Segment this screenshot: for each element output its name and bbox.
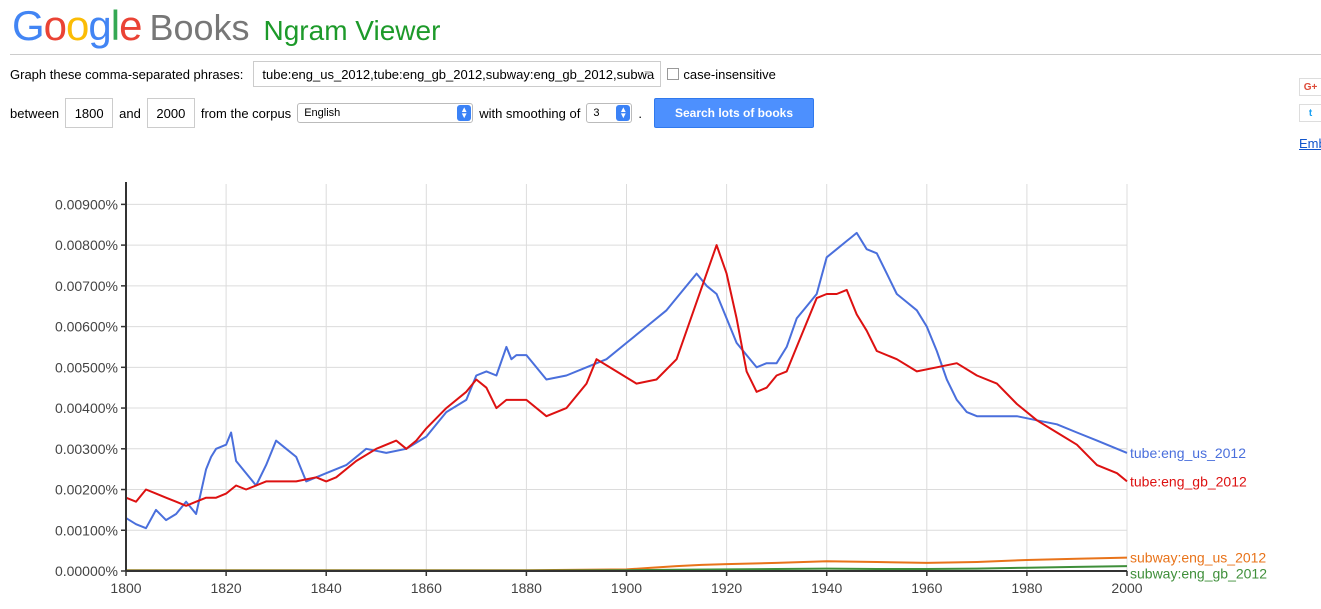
smoothing-label: with smoothing of <box>479 105 581 121</box>
x-tick-label: 1820 <box>211 580 242 596</box>
select-arrows-icon[interactable]: ▲ ▼ <box>616 105 631 121</box>
y-tick-label: 0.00300% <box>55 441 118 457</box>
series-line <box>125 231 1128 530</box>
y-tick-label: 0.00000% <box>55 563 118 579</box>
y-tick-label: 0.00400% <box>55 400 118 416</box>
twitter-share-icon[interactable]: t <box>1299 104 1321 122</box>
smoothing-value: 3 <box>593 107 600 119</box>
series-line <box>126 556 1128 572</box>
phrases-label: Graph these comma-separated phrases: <box>10 66 244 82</box>
x-tick-label: 1920 <box>711 580 742 596</box>
year-end-input[interactable]: 2000 <box>146 98 195 128</box>
smoothing-select[interactable]: 3 ▲ ▼ <box>586 103 633 123</box>
phrases-input[interactable]: tube:eng_us_2012,tube:eng_gb_2012,subway… <box>253 61 662 87</box>
google-plus-share-icon[interactable]: G+ <box>1299 78 1321 96</box>
x-tick-label: 1980 <box>1011 580 1042 596</box>
logo-google-text: Google <box>12 2 142 50</box>
phrases-row: Graph these comma-separated phrases: tub… <box>10 60 776 88</box>
logo-letter: g <box>88 2 111 49</box>
page-title: Ngram Viewer <box>263 15 441 46</box>
y-tick-label: 0.00900% <box>55 196 118 212</box>
logo-letter: o <box>66 2 89 49</box>
series-end-label: subway:eng_us_2012 <box>1130 550 1266 566</box>
x-tick-label: 1860 <box>411 580 442 596</box>
x-tick-label: 1840 <box>311 580 342 596</box>
logo-letter: G <box>12 2 45 49</box>
smoothing-suffix: . <box>638 105 642 121</box>
y-tick-label: 0.00600% <box>55 319 118 335</box>
corpus-value: English <box>304 107 341 119</box>
x-tick-label: 2000 <box>1111 580 1142 596</box>
y-tick-label: 0.00700% <box>55 278 118 294</box>
dropdown-caret-icon[interactable] <box>644 71 653 75</box>
logo-letter: o <box>43 2 67 49</box>
between-label: between <box>10 105 60 121</box>
series-end-label: tube:eng_us_2012 <box>1130 445 1246 461</box>
case-insensitive-label: case-insensitive <box>683 66 776 82</box>
corpus-label: from the corpus <box>200 105 292 121</box>
corpus-select[interactable]: English ▲ ▼ <box>297 103 474 123</box>
x-tick-label: 1960 <box>911 580 942 596</box>
search-button[interactable]: Search lots of books <box>653 98 815 128</box>
x-tick-label: 1880 <box>511 580 542 596</box>
logo-books-text: Books <box>149 7 250 48</box>
phrases-value: tube:eng_us_2012,tube:eng_gb_2012,subway… <box>262 66 655 82</box>
range-row: between 1800 and 2000 from the corpus En… <box>10 98 815 128</box>
series-line <box>125 244 1128 507</box>
series-end-label: subway:eng_gb_2012 <box>1130 566 1267 582</box>
y-tick-label: 0.00100% <box>55 522 118 538</box>
x-tick-label: 1900 <box>611 580 642 596</box>
x-tick-label: 1940 <box>811 580 842 596</box>
logo-letter: l <box>110 2 120 49</box>
and-label: and <box>119 105 141 121</box>
x-tick-label: 1800 <box>110 580 141 596</box>
google-books-logo[interactable]: Google Books Ngram Viewer <box>12 2 440 50</box>
select-arrows-icon[interactable]: ▲ ▼ <box>457 105 472 121</box>
embed-link[interactable]: Embed <box>1299 136 1321 151</box>
year-start-input[interactable]: 1800 <box>65 98 114 128</box>
y-tick-label: 0.00800% <box>55 237 118 253</box>
case-insensitive-checkbox[interactable] <box>667 68 680 80</box>
logo-letter: e <box>119 2 142 49</box>
header-divider <box>10 54 1321 55</box>
ngram-chart: 0.00000% 0.00100% 0.00200% 0.00300% 0.00400%… <box>55 182 1267 596</box>
y-tick-label: 0.00500% <box>55 359 118 375</box>
y-tick-label: 0.00200% <box>55 482 118 498</box>
series-end-label: tube:eng_gb_2012 <box>1130 473 1247 489</box>
